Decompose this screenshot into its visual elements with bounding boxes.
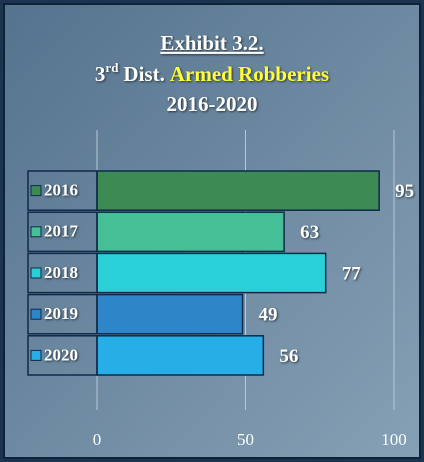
category-box (27, 293, 98, 335)
subtitle-highlight: Armed Robberies (170, 62, 329, 86)
category-label: 2018 (44, 263, 78, 282)
category-box (27, 252, 98, 294)
x-tick-label: 0 (93, 430, 102, 449)
legend-swatch (30, 226, 42, 238)
category-label: 2017 (44, 222, 79, 241)
value-label: 77 (342, 263, 362, 284)
bar (96, 293, 244, 335)
category-label: 2020 (44, 345, 78, 364)
subtitle-number: 3 (95, 62, 106, 86)
x-tick-label: 50 (237, 430, 254, 449)
chart-period: 2016-2020 (167, 92, 258, 116)
category-box (27, 170, 98, 211)
legend-swatch (30, 349, 42, 361)
bar (96, 170, 380, 211)
category-label: 2016 (44, 181, 78, 200)
legend-swatch (30, 185, 42, 197)
value-label: 56 (279, 346, 298, 367)
subtitle-text: Dist. (123, 62, 164, 86)
chart-title: Exhibit 3.2. (160, 31, 263, 55)
value-label: 95 (395, 181, 414, 202)
chart-subtitle: 3rd Dist. Armed Robberies (95, 60, 329, 86)
subtitle-suffix: rd (105, 60, 119, 75)
bar (96, 252, 327, 294)
category-box (27, 211, 98, 253)
category-label: 2019 (44, 304, 78, 323)
bar (96, 335, 265, 376)
legend-swatch (30, 308, 42, 320)
value-label: 63 (300, 222, 319, 243)
category-box (27, 335, 98, 376)
x-tick-label: 100 (381, 430, 407, 449)
bar (96, 211, 285, 253)
legend-swatch (30, 267, 42, 279)
value-label: 49 (259, 305, 278, 326)
